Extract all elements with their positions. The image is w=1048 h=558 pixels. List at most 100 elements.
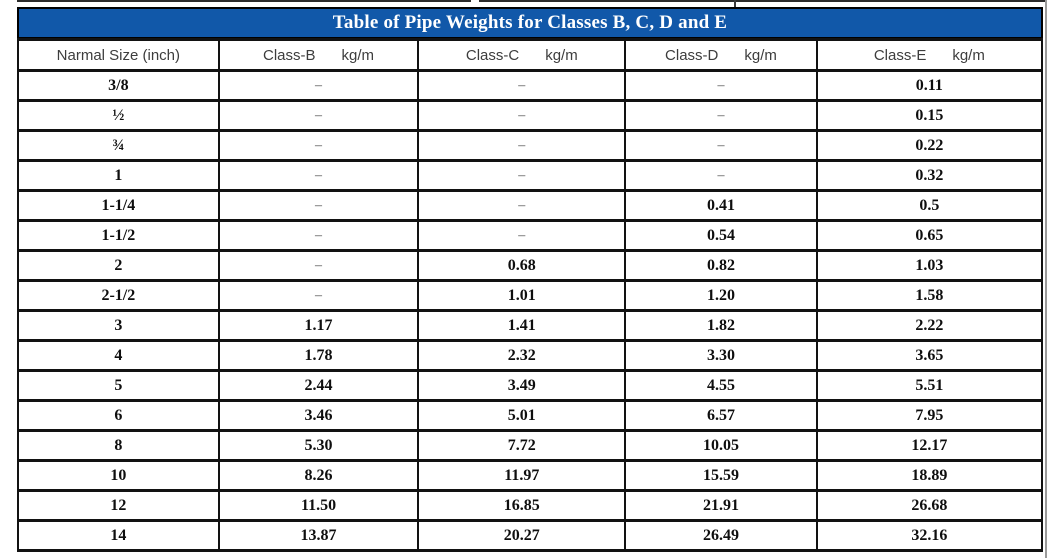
cell-class-b: 2.44: [217, 369, 420, 402]
cell-class-c: –: [417, 69, 627, 102]
cell-class-e: 18.89: [815, 459, 1044, 492]
cell-class-d: 3.30: [624, 339, 818, 372]
header-nominal-size-label: Narmal Size (inch): [56, 46, 181, 64]
cell-class-d: –: [624, 99, 818, 132]
table-row: 6 3.46 5.01 6.57 7.95: [17, 399, 1044, 432]
table-row: 8 5.30 7.72 10.05 12.17: [17, 429, 1044, 462]
cell-nominal-size: 1: [17, 159, 220, 192]
table-row: 5 2.44 3.49 4.55 5.51: [17, 369, 1044, 402]
cell-nominal-size: 14: [17, 519, 220, 552]
header-class-e-label: Class-E: [873, 46, 927, 64]
cell-nominal-size: 3/8: [17, 69, 220, 102]
table-row: 2-1/2 – 1.01 1.20 1.58: [17, 279, 1044, 312]
table-row: 3 1.17 1.41 1.82 2.22: [17, 309, 1044, 342]
cell-class-b: 11.50: [217, 489, 420, 522]
cell-nominal-size: 1-1/4: [17, 189, 220, 222]
cell-nominal-size: 4: [17, 339, 220, 372]
header-class-d-label: Class-D: [665, 46, 719, 64]
page-edge-line: [1045, 0, 1047, 558]
cell-class-e: 7.95: [815, 399, 1044, 432]
cell-class-c: 3.49: [417, 369, 627, 402]
cell-class-c: 5.01: [417, 399, 627, 432]
cell-class-c: –: [417, 129, 627, 162]
header-class-c: Class-C kg/m: [417, 38, 627, 72]
cell-class-e: 0.65: [815, 219, 1044, 252]
table-row: 1-1/4 – – 0.41 0.5: [17, 189, 1044, 222]
cell-class-d: 26.49: [624, 519, 818, 552]
header-class-c-unit: kg/m: [545, 46, 578, 64]
header-class-b-unit: kg/m: [341, 46, 375, 64]
cell-class-e: 1.58: [815, 279, 1044, 312]
cell-class-d: –: [624, 159, 818, 192]
cell-class-c: –: [417, 219, 627, 252]
cell-class-b: –: [217, 189, 420, 222]
cell-class-c: –: [417, 189, 627, 222]
cell-class-e: 5.51: [815, 369, 1044, 402]
table-row: ½ – – – 0.15: [17, 99, 1044, 132]
cell-class-e: 0.32: [815, 159, 1044, 192]
cell-class-c: 11.97: [417, 459, 627, 492]
cell-class-d: 1.20: [624, 279, 818, 312]
cell-class-b: 8.26: [217, 459, 420, 492]
table-row: 1-1/2 – – 0.54 0.65: [17, 219, 1044, 252]
cell-class-e: 12.17: [815, 429, 1044, 462]
cell-class-d: 0.54: [624, 219, 818, 252]
cell-class-e: 26.68: [815, 489, 1044, 522]
table-row: 10 8.26 11.97 15.59 18.89: [17, 459, 1044, 492]
header-class-b-label: Class-B: [263, 46, 316, 64]
cell-class-d: 6.57: [624, 399, 818, 432]
cell-class-e: 0.5: [815, 189, 1044, 222]
table-row: ¾ – – – 0.22: [17, 129, 1044, 162]
cell-nominal-size: 2-1/2: [17, 279, 220, 312]
table-title: Table of Pipe Weights for Classes B, C, …: [332, 12, 728, 33]
cell-class-b: –: [217, 279, 420, 312]
table-row: 1 – – – 0.32: [17, 159, 1044, 192]
cell-nominal-size: 3: [17, 309, 220, 342]
table-row: 2 – 0.68 0.82 1.03: [17, 249, 1044, 282]
pipe-weight-table: Table of Pipe Weights for Classes B, C, …: [17, 7, 1044, 552]
top-border-artifact-right: [479, 0, 1046, 2]
header-class-e: Class-E kg/m: [815, 38, 1044, 72]
cell-nominal-size: 2: [17, 249, 220, 282]
header-class-d: Class-D kg/m: [624, 38, 818, 72]
header-row: Narmal Size (inch) Class-B kg/m Class-C …: [17, 38, 1044, 72]
header-nominal-size: Narmal Size (inch): [17, 38, 220, 72]
cell-class-d: 21.91: [624, 489, 818, 522]
cell-class-e: 1.03: [815, 249, 1044, 282]
cell-class-e: 0.22: [815, 129, 1044, 162]
cell-class-b: –: [217, 129, 420, 162]
cell-class-d: 10.05: [624, 429, 818, 462]
cell-class-d: 0.82: [624, 249, 818, 282]
cell-nominal-size: 6: [17, 399, 220, 432]
cell-class-b: 1.17: [217, 309, 420, 342]
cell-class-b: –: [217, 219, 420, 252]
cell-class-c: 16.85: [417, 489, 627, 522]
cell-nominal-size: ¾: [17, 129, 220, 162]
cell-class-b: –: [217, 159, 420, 192]
cell-nominal-size: 10: [17, 459, 220, 492]
cell-class-c: 1.01: [417, 279, 627, 312]
cell-class-c: 0.68: [417, 249, 627, 282]
cell-class-e: 2.22: [815, 309, 1044, 342]
table-row: 3/8 – – – 0.11: [17, 69, 1044, 102]
cell-class-b: –: [217, 99, 420, 132]
header-class-e-unit: kg/m: [952, 46, 985, 64]
cell-nominal-size: 8: [17, 429, 220, 462]
cell-class-d: 15.59: [624, 459, 818, 492]
cell-class-d: 4.55: [624, 369, 818, 402]
cell-nominal-size: 5: [17, 369, 220, 402]
cell-class-b: 5.30: [217, 429, 420, 462]
table-title-bar: Table of Pipe Weights for Classes B, C, …: [17, 7, 1043, 38]
top-border-artifact-left: [17, 0, 471, 2]
table-row: 4 1.78 2.32 3.30 3.65: [17, 339, 1044, 372]
cell-nominal-size: ½: [17, 99, 220, 132]
cell-class-e: 3.65: [815, 339, 1044, 372]
cell-nominal-size: 1-1/2: [17, 219, 220, 252]
cell-class-b: 3.46: [217, 399, 420, 432]
header-class-d-unit: kg/m: [744, 46, 777, 64]
cell-class-d: 0.41: [624, 189, 818, 222]
cell-class-b: –: [217, 249, 420, 282]
cell-class-c: –: [417, 159, 627, 192]
cell-class-b: 13.87: [217, 519, 420, 552]
